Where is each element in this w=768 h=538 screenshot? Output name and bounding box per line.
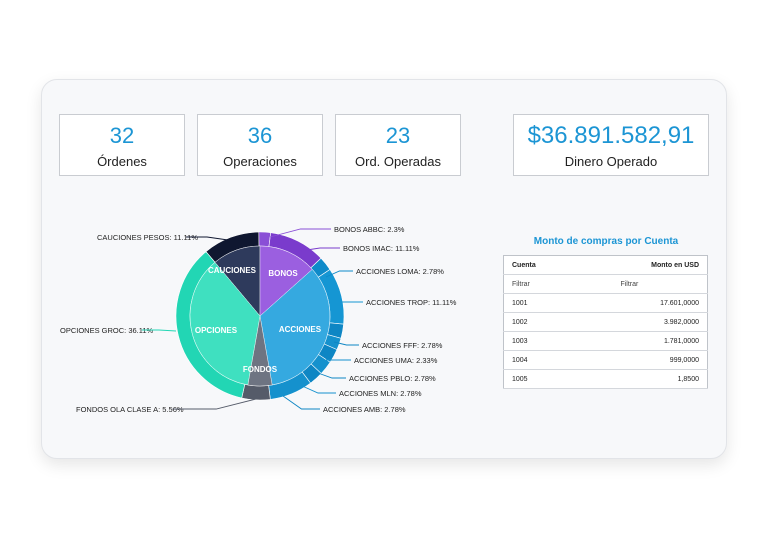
kpi-label: Dinero Operado	[564, 154, 658, 169]
kpi-ord-operadas: 23 Ord. Operadas	[335, 114, 461, 176]
table-row[interactable]: 1005 1,8500	[503, 369, 708, 389]
table-row[interactable]: 1001 17.601,0000	[503, 293, 708, 313]
leader-line	[325, 270, 353, 278]
cell-cuenta: 1001	[503, 293, 581, 313]
leader-line	[141, 329, 177, 332]
cell-cuenta: 1005	[503, 369, 581, 389]
cell-cuenta: 1004	[503, 350, 581, 370]
leader-line	[282, 395, 320, 410]
kpi-value: 36	[247, 123, 273, 148]
filter-input-cuenta[interactable]: Filtrar	[503, 274, 581, 294]
inner-slice[interactable]	[259, 245, 313, 317]
inner-ring	[189, 245, 331, 387]
inner-segment-label: FONDOS	[243, 365, 278, 374]
table-row[interactable]: 1002 3.982,0000	[503, 312, 708, 332]
slice-label: BONOS IMAC: 11.11%	[343, 244, 420, 253]
kpi-label: Operaciones	[223, 154, 297, 169]
cell-cuenta: 1002	[503, 312, 581, 332]
leader-line	[299, 247, 340, 252]
kpi-label: Ord. Operadas	[355, 154, 441, 169]
slice-label: FONDOS OLA CLASE A: 5.56%	[76, 405, 184, 414]
column-header-cuenta[interactable]: Cuenta	[503, 255, 581, 275]
cell-monto: 1,8500	[580, 369, 708, 389]
slice-label: ACCIONES MLN: 2.78%	[339, 389, 422, 398]
filter-input-monto[interactable]: Filtrar	[580, 274, 708, 294]
table-row[interactable]: 1004 999,0000	[503, 350, 708, 370]
kpi-dinero-operado: $36.891.582,91 Dinero Operado	[513, 114, 709, 176]
cell-monto: 1.781,0000	[580, 331, 708, 351]
cell-monto: 999,0000	[580, 350, 708, 370]
accounts-table: Cuenta Monto en USD Filtrar Filtrar 1001…	[503, 255, 708, 389]
leader-line	[186, 236, 229, 241]
filter-row: Filtrar Filtrar	[503, 274, 708, 294]
slice-label: ACCIONES FFF: 2.78%	[362, 341, 443, 350]
slice-label: BONOS ABBC: 2.3%	[334, 225, 405, 234]
slice-label: ACCIONES UMA: 2.33%	[354, 356, 438, 365]
column-header-monto[interactable]: Monto en USD	[580, 255, 708, 275]
cell-monto: 3.982,0000	[580, 312, 708, 332]
kpi-value: 23	[385, 123, 411, 148]
leader-line	[172, 397, 261, 410]
chart-labels: CAUCIONES BONOS ACCIONES FONDOS OPCIONES CAUC…	[60, 225, 457, 414]
leader-line	[299, 384, 336, 394]
slice-label: CAUCIONES PESOS: 11.11%	[97, 233, 198, 242]
table-header-row: Cuenta Monto en USD	[503, 255, 708, 275]
kpi-operaciones: 36 Operaciones	[197, 114, 323, 176]
inner-segment-label: OPCIONES	[195, 326, 238, 335]
leader-line	[269, 228, 331, 238]
inner-slice[interactable]	[189, 262, 261, 386]
cell-cuenta: 1003	[503, 331, 581, 351]
outer-slice[interactable]	[241, 383, 271, 401]
kpi-value: 32	[109, 123, 135, 148]
inner-segment-label: ACCIONES	[279, 325, 322, 334]
leader-line	[317, 372, 346, 379]
kpi-label: Órdenes	[97, 154, 147, 169]
slice-label: OPCIONES GROC: 36.11%	[60, 326, 154, 335]
inner-slice[interactable]	[259, 269, 331, 386]
slice-label: ACCIONES TROP: 11.11%	[366, 298, 457, 307]
inner-segment-label: BONOS	[268, 269, 298, 278]
leader-line	[333, 341, 359, 346]
kpi-value: $36.891.582,91	[527, 122, 695, 149]
table-title: Monto de compras por Cuenta	[533, 236, 679, 247]
slice-label: ACCIONES AMB: 2.78%	[323, 405, 406, 414]
kpi-ordenes: 32 Órdenes	[59, 114, 185, 176]
cell-monto: 17.601,0000	[580, 293, 708, 313]
slice-label: ACCIONES LOMA: 2.78%	[356, 267, 444, 276]
table-row[interactable]: 1003 1.781,0000	[503, 331, 708, 351]
slice-label: ACCIONES PBLO: 2.78%	[349, 374, 436, 383]
inner-segment-label: CAUCIONES	[208, 266, 257, 275]
